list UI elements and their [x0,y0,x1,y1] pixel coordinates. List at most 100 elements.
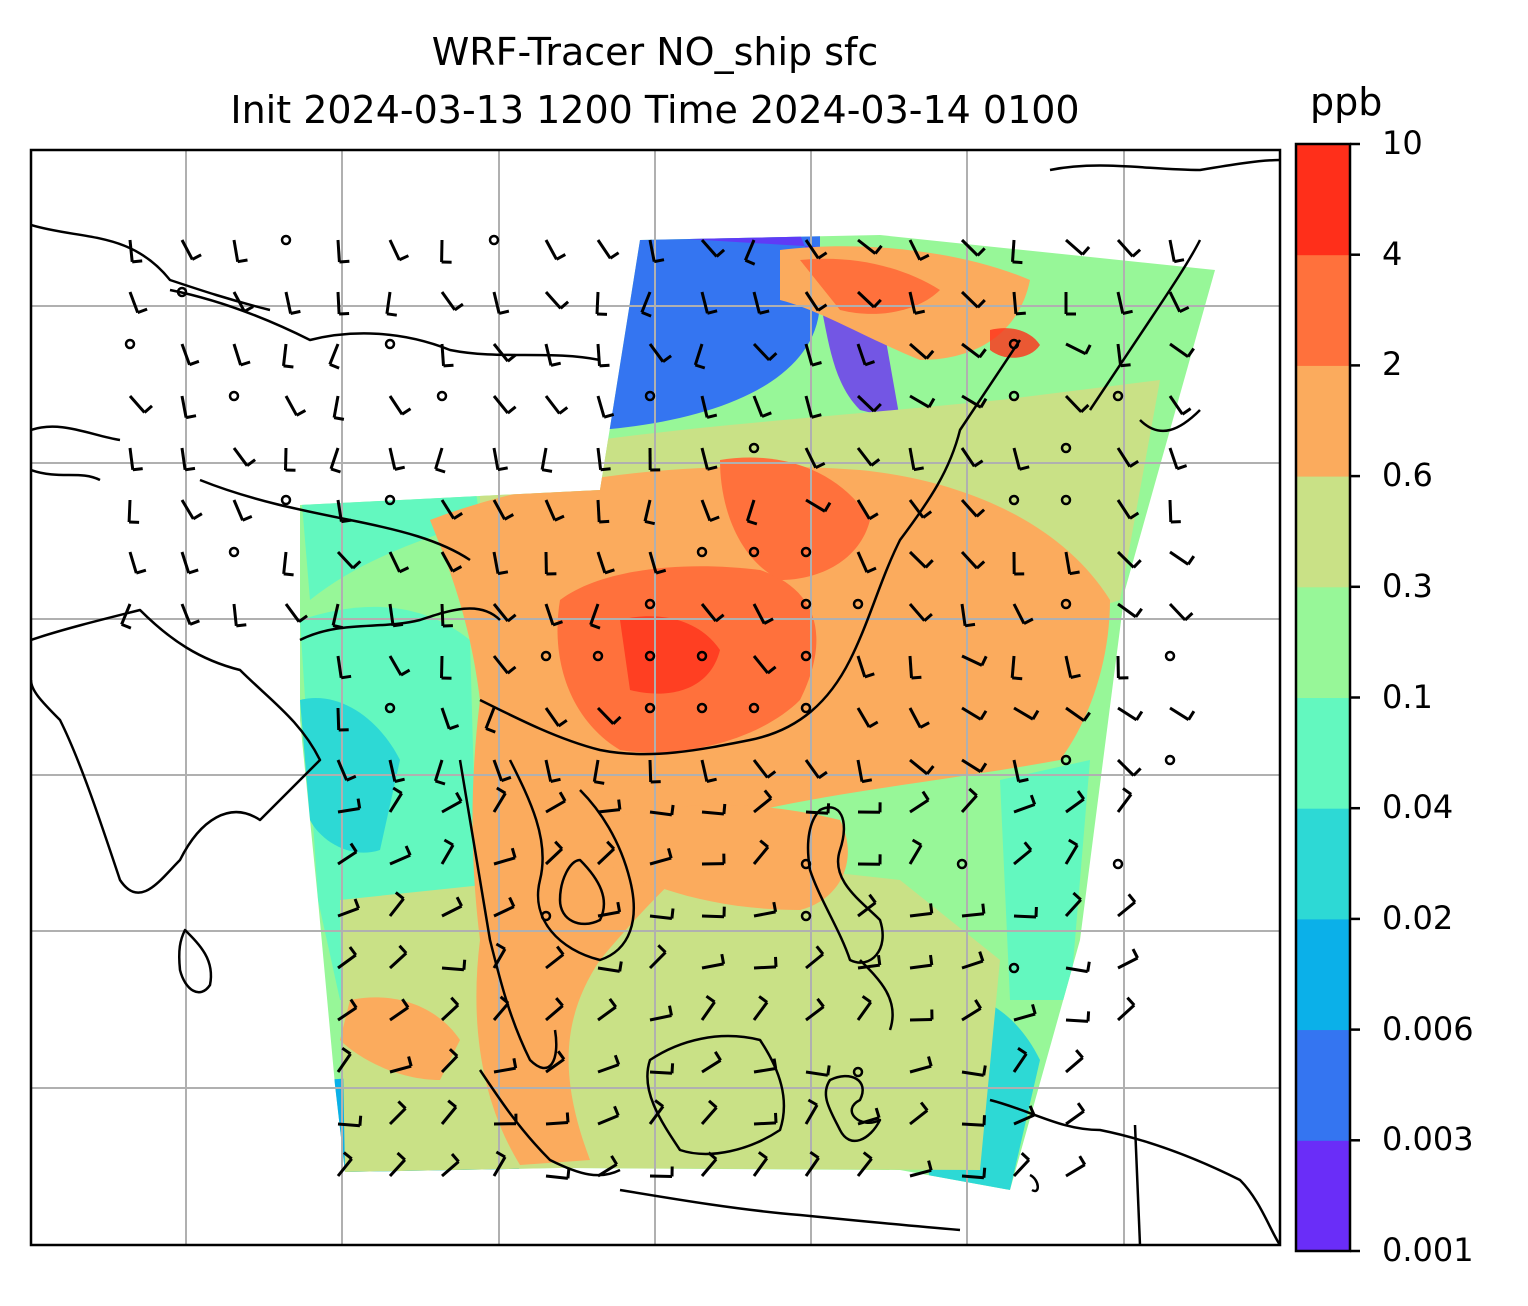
wind-barb-staff [441,904,463,918]
wind-barb-staff [180,603,192,625]
wind-barb-staff [493,1066,516,1074]
wind-barb-flag [485,727,496,734]
wind-barb-staff [909,911,932,918]
wind-barb-flag [1082,711,1091,722]
wind-barb-flag [707,465,718,471]
wind-barb-flag [612,715,622,725]
wind-barb-flag [1020,1152,1031,1161]
wind-barb-flag [554,840,564,850]
wind-barb-staff [388,655,403,676]
wind-barb-staff [1065,1056,1084,1074]
wind-barb-staff [909,1018,933,1022]
colorbar-unit-label: ppb [1310,80,1383,124]
wind-barb-flag [877,955,882,966]
wind-barb-flag [397,1100,407,1110]
wind-barb-flag [499,995,510,1005]
wind-barb-flag [298,614,308,623]
wind-barb-staff [856,343,867,366]
wind-barb-staff [388,239,401,261]
wind-barb-staff [960,290,979,309]
wind-barb-staff [1013,914,1037,919]
wind-barb-flag [566,1168,571,1179]
wind-barb-flag [618,961,623,972]
wind-barb-flag [283,364,294,369]
wind-barb-staff [284,395,298,417]
wind-barb-flag [758,995,768,1004]
wind-barb-staff [544,847,564,866]
wind-barb-staff [804,759,821,779]
wind-barb-flag [237,258,248,264]
wind-barb-flag [911,675,922,680]
wind-barb-flag [603,412,615,419]
wind-barb-flag [911,838,922,847]
wind-barb-staff [961,1122,985,1127]
wind-barb-flag [826,1065,831,1076]
wind-barb-flag [1135,710,1144,721]
wind-barb-flag [1029,794,1037,806]
wind-barb-flag [1070,673,1081,679]
graticule [31,150,1280,1245]
wind-barb-staff [388,447,397,470]
concentration-field [300,235,1215,1190]
wind-barb-staff [388,759,397,782]
calm-wind-marker [1164,754,1176,766]
wind-barb-staff [440,1055,459,1074]
wind-barb-staff [493,905,515,918]
wind-barb-flag [1086,1011,1091,1022]
calm-wind-marker [644,390,656,402]
wind-barb-staff [745,499,756,522]
wind-barb-flag [705,994,716,1004]
wind-barb-flag [817,770,828,780]
wind-barb-staff [648,551,658,574]
wind-barb-flag [137,307,148,315]
wind-barb-flag [982,1167,987,1178]
calm-wind-marker [748,702,760,714]
wind-barb-flag [861,995,872,1004]
wind-barb-flag [746,519,758,526]
wind-barb-staff [433,759,444,782]
wind-barb-staff [492,447,500,470]
wind-barb-flag [386,312,398,317]
wind-barb-staff [596,239,612,260]
wind-barb-staff [648,239,656,262]
wind-barb-flag [707,1151,718,1161]
colorbar-tick-label: 0.003 [1382,1120,1474,1159]
wind-barb-staff [857,1116,880,1126]
wind-barb-flag [450,996,460,1007]
wind-barb-staff [180,395,188,418]
wind-barb-flag [1186,347,1195,358]
wind-barb-flag [694,363,706,370]
wind-barb-flag [495,942,506,951]
wind-barb-flag [447,1099,457,1109]
wind-barb-flag [558,791,567,802]
calm-wind-marker [748,546,760,558]
wind-barb-staff [128,551,138,574]
wind-barb-staff [440,1106,458,1125]
wind-barb-flag [921,790,930,801]
colorbar-tick-label: 0.006 [1382,1009,1474,1048]
wind-barb-flag [1015,311,1026,316]
wind-barb-staff [1065,706,1085,722]
wind-barb-flag [861,778,873,784]
wind-barb-flag [351,560,362,570]
wind-barb-flag [1031,1003,1037,1015]
wind-barb-flag [978,348,987,359]
wind-barb-flag [394,777,405,783]
map-frame [29,148,1282,1247]
wind-barb-staff [856,1001,873,1021]
wind-barb-staff [856,499,871,520]
wind-barb-staff [1168,447,1179,470]
wind-barb-flag [497,466,508,472]
wind-barb-staff [640,291,652,313]
wind-barb-staff [804,1157,820,1177]
wind-barb-staff [1065,1018,1089,1023]
wind-barb-staff [908,603,926,622]
wind-barb-staff [492,1002,510,1021]
wind-barb-flag [613,1105,620,1117]
wind-barb-staff [492,655,509,675]
wind-barb-staff [388,551,401,573]
wind-barb-flag [1122,309,1133,315]
wind-barb-flag [976,247,986,257]
wind-barb-staff [961,342,981,359]
wind-barb-staff [180,447,187,471]
